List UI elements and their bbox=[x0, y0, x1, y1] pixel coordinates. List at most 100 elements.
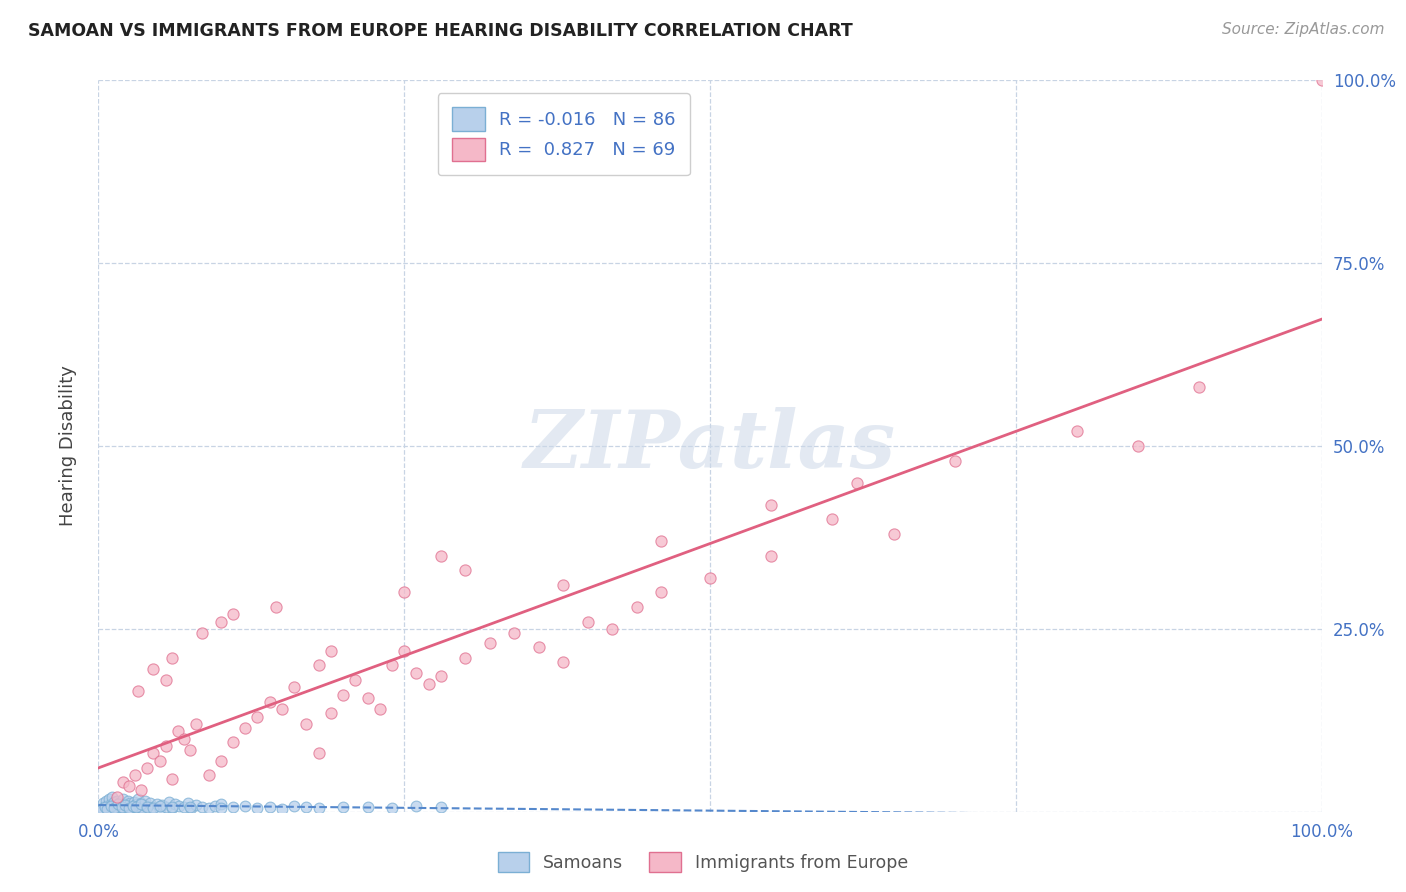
Point bbox=[121, 798, 143, 813]
Point bbox=[155, 673, 177, 687]
Point bbox=[142, 801, 165, 815]
Point bbox=[405, 798, 427, 813]
Point bbox=[149, 754, 172, 768]
Point bbox=[129, 782, 152, 797]
Point bbox=[527, 640, 550, 655]
Point bbox=[160, 772, 183, 786]
Point bbox=[626, 599, 648, 614]
Point bbox=[344, 673, 367, 687]
Point bbox=[125, 800, 148, 814]
Point bbox=[761, 498, 783, 512]
Point bbox=[204, 798, 226, 813]
Point bbox=[155, 799, 177, 814]
Point bbox=[91, 796, 114, 810]
Point bbox=[136, 798, 159, 813]
Point bbox=[943, 453, 966, 467]
Point bbox=[132, 798, 155, 813]
Point bbox=[454, 563, 477, 577]
Text: Source: ZipAtlas.com: Source: ZipAtlas.com bbox=[1222, 22, 1385, 37]
Point bbox=[332, 799, 354, 814]
Point bbox=[114, 797, 136, 812]
Point bbox=[100, 797, 122, 812]
Point bbox=[1310, 73, 1333, 87]
Point bbox=[295, 717, 318, 731]
Point bbox=[553, 578, 575, 592]
Point bbox=[209, 797, 232, 812]
Point bbox=[139, 796, 162, 810]
Point bbox=[120, 796, 142, 810]
Point bbox=[209, 615, 232, 629]
Point bbox=[454, 651, 477, 665]
Point bbox=[122, 795, 145, 809]
Point bbox=[699, 571, 721, 585]
Point bbox=[150, 798, 173, 813]
Point bbox=[142, 800, 165, 814]
Point bbox=[222, 800, 245, 814]
Point bbox=[209, 801, 232, 815]
Point bbox=[115, 799, 138, 814]
Point bbox=[600, 622, 623, 636]
Point bbox=[111, 801, 134, 815]
Point bbox=[112, 802, 135, 816]
Point bbox=[118, 779, 141, 793]
Point bbox=[129, 797, 152, 812]
Point bbox=[356, 691, 378, 706]
Point bbox=[186, 798, 208, 813]
Point bbox=[120, 801, 142, 815]
Y-axis label: Hearing Disability: Hearing Disability bbox=[59, 366, 77, 526]
Point bbox=[108, 796, 131, 810]
Point bbox=[177, 796, 200, 810]
Point bbox=[93, 798, 115, 813]
Point bbox=[222, 735, 245, 749]
Point bbox=[1066, 425, 1088, 439]
Point bbox=[110, 798, 132, 813]
Point bbox=[180, 801, 202, 815]
Point bbox=[381, 658, 404, 673]
Point bbox=[821, 512, 844, 526]
Point bbox=[478, 636, 501, 650]
Point bbox=[209, 754, 232, 768]
Point bbox=[270, 802, 294, 816]
Point bbox=[111, 791, 134, 805]
Point bbox=[173, 731, 195, 746]
Point bbox=[127, 684, 149, 698]
Point bbox=[186, 717, 208, 731]
Legend: Samoans, Immigrants from Europe: Samoans, Immigrants from Europe bbox=[491, 845, 915, 879]
Point bbox=[134, 794, 156, 808]
Point bbox=[283, 681, 305, 695]
Point bbox=[319, 706, 342, 720]
Point bbox=[155, 739, 177, 753]
Point bbox=[430, 800, 453, 814]
Point bbox=[308, 801, 330, 815]
Point bbox=[91, 801, 114, 815]
Point bbox=[103, 795, 125, 809]
Text: ZIPatlas: ZIPatlas bbox=[524, 408, 896, 484]
Point bbox=[165, 797, 187, 812]
Point bbox=[308, 658, 330, 673]
Point bbox=[368, 702, 391, 716]
Point bbox=[101, 790, 124, 805]
Point bbox=[127, 791, 149, 805]
Point bbox=[1188, 380, 1211, 394]
Legend: R = -0.016   N = 86, R =  0.827   N = 69: R = -0.016 N = 86, R = 0.827 N = 69 bbox=[437, 93, 690, 176]
Point bbox=[96, 802, 118, 816]
Point bbox=[111, 775, 134, 789]
Point bbox=[179, 799, 201, 814]
Point bbox=[264, 599, 287, 614]
Point bbox=[107, 803, 129, 817]
Point bbox=[121, 798, 143, 813]
Point bbox=[233, 721, 256, 735]
Point bbox=[104, 799, 127, 814]
Point bbox=[128, 802, 150, 816]
Point bbox=[101, 800, 124, 814]
Point bbox=[430, 549, 453, 563]
Point bbox=[295, 800, 318, 814]
Point bbox=[197, 768, 219, 782]
Point bbox=[149, 802, 172, 816]
Point bbox=[160, 801, 183, 815]
Point bbox=[146, 797, 169, 812]
Point bbox=[125, 797, 148, 812]
Point bbox=[650, 585, 672, 599]
Point bbox=[392, 585, 416, 599]
Point bbox=[157, 795, 180, 809]
